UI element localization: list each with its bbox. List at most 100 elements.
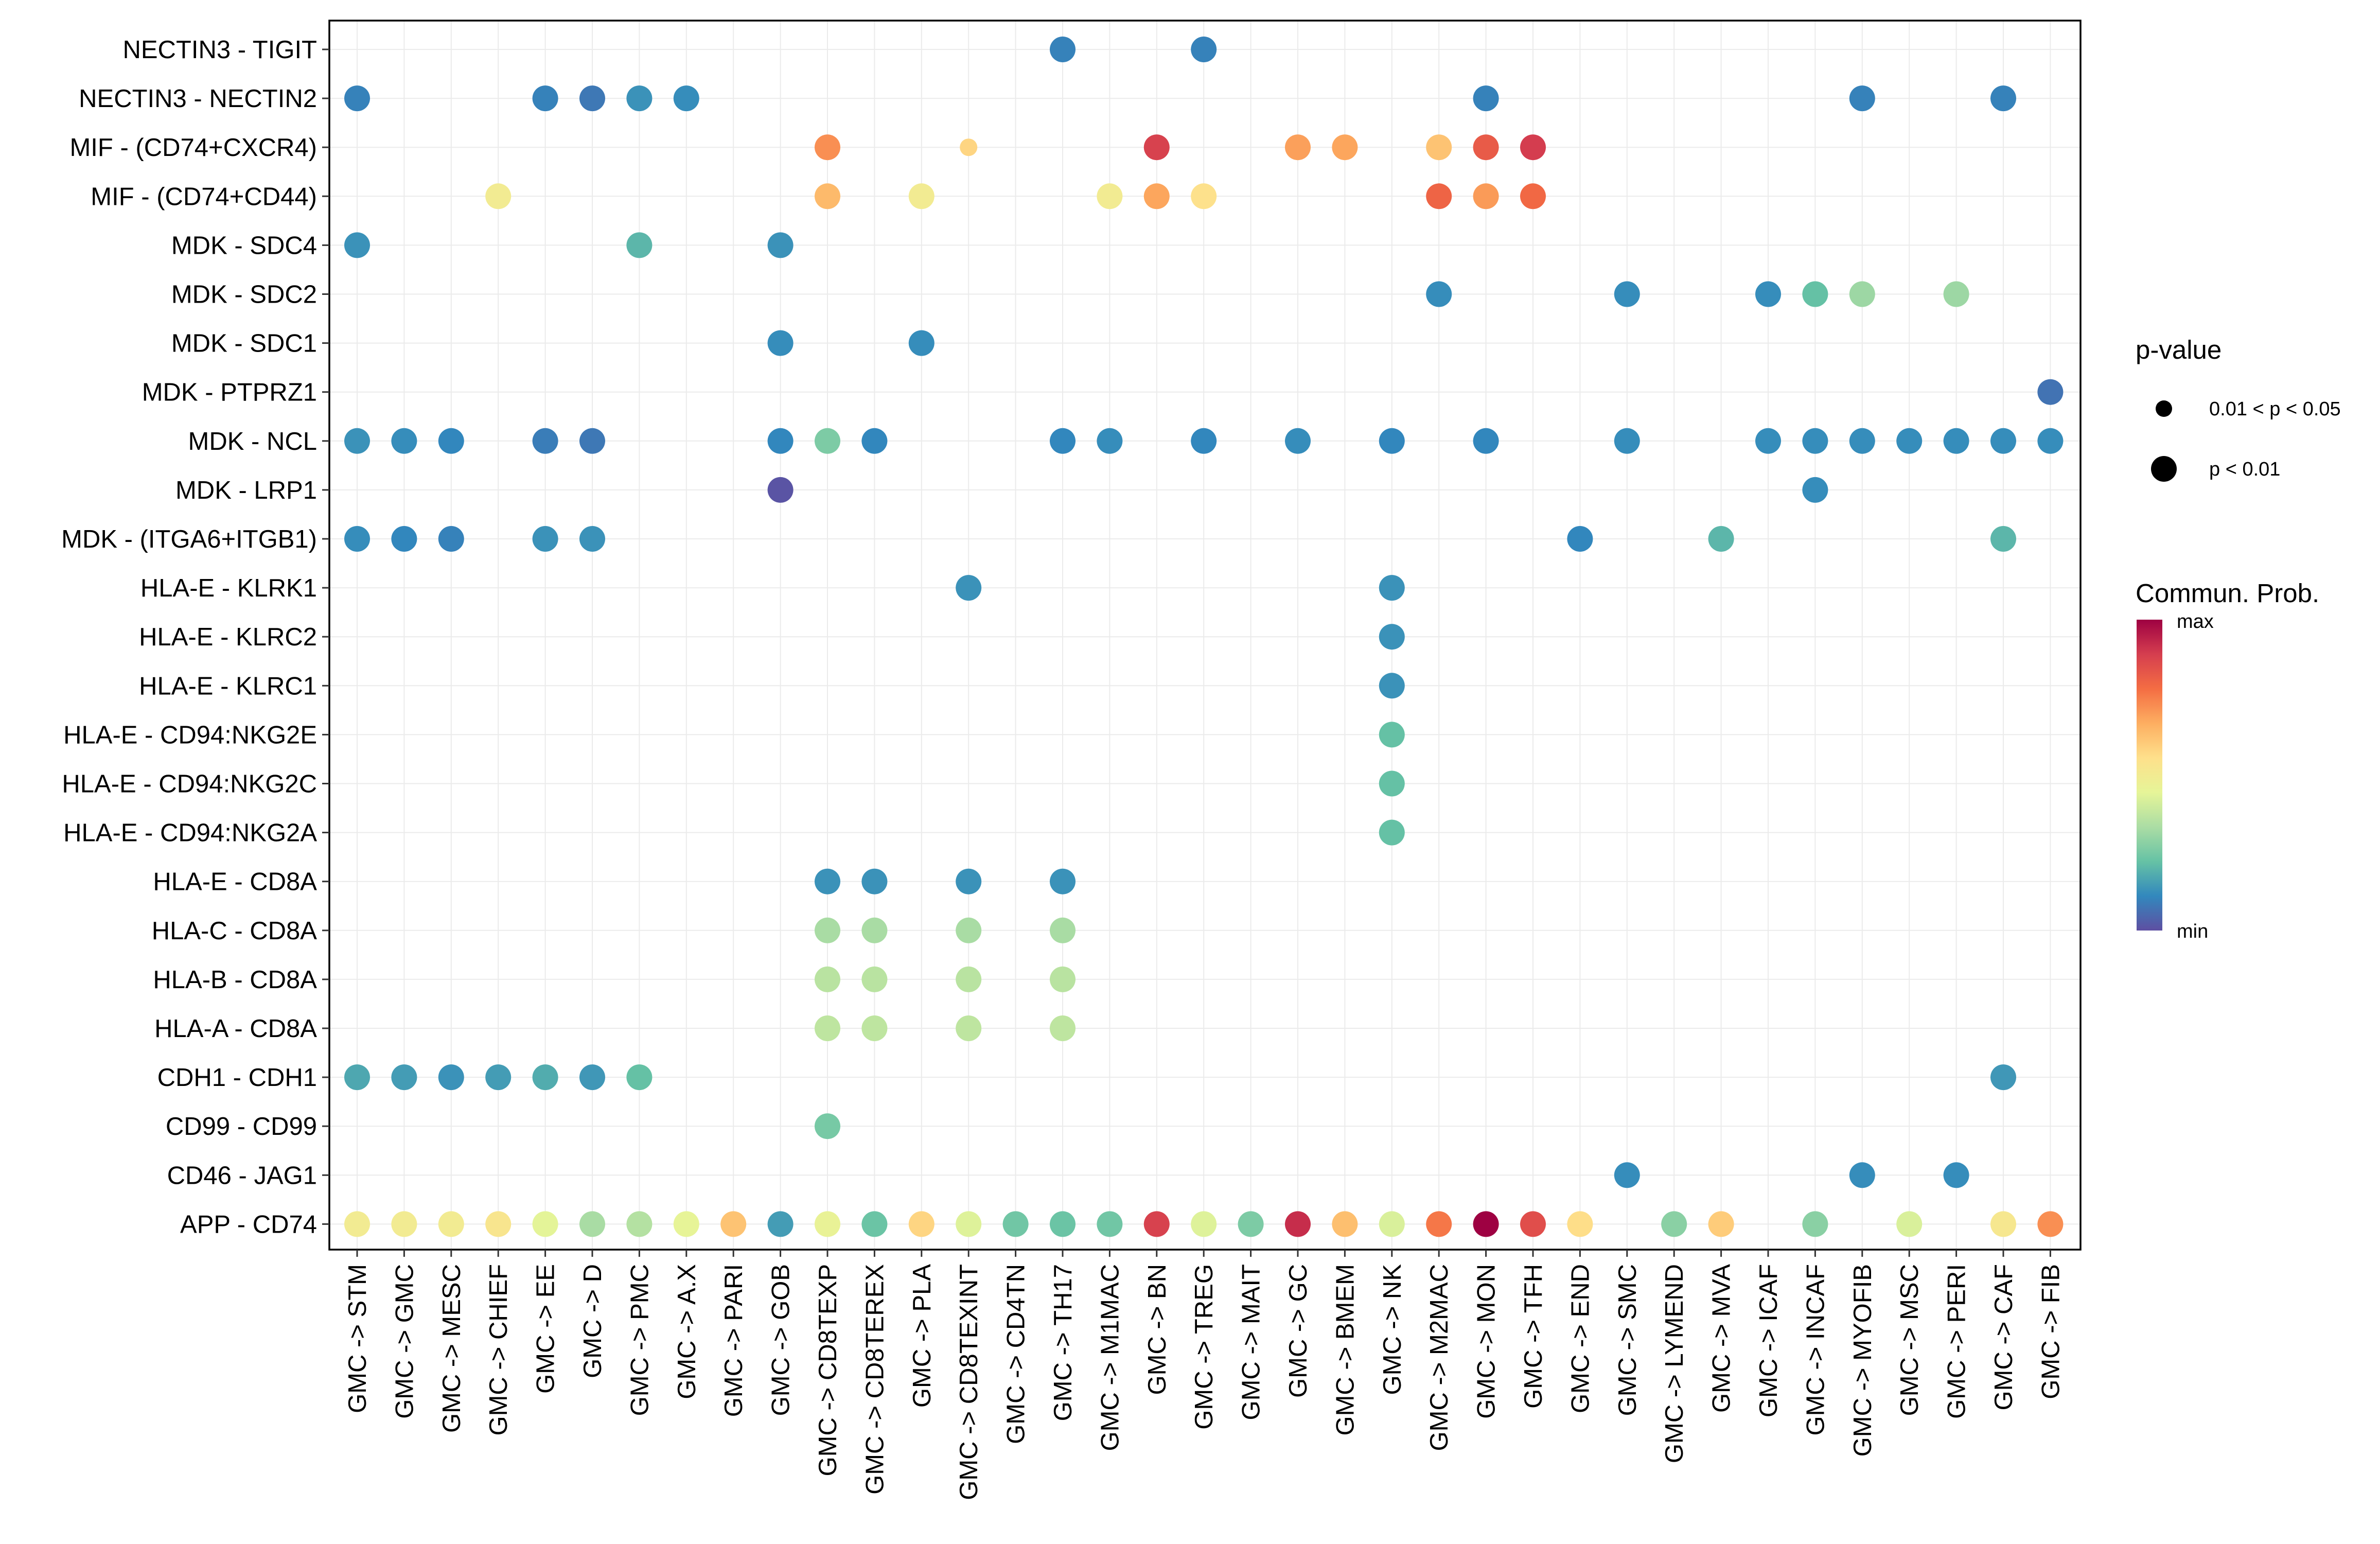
y-tick-label: HLA-E - CD94:NKG2E [63,721,317,749]
data-point [1097,183,1123,209]
x-tick-label: GMC -> SMC [1614,1264,1642,1416]
data-point [1050,868,1076,894]
data-point [1050,428,1076,454]
data-point [767,232,794,258]
grid-lines [329,21,2081,1250]
x-tick-label: GMC -> MON [1473,1264,1501,1419]
data-point [767,1211,794,1237]
data-point [1191,183,1217,209]
p-value-legend-large-label: p < 0.01 [2209,459,2280,480]
data-point [2037,428,2064,454]
data-point [720,1211,747,1237]
data-point [2037,1211,2064,1237]
data-point [485,1064,512,1091]
y-tick-label: MIF - (CD74+CXCR4) [69,134,317,162]
y-tick-label: HLA-E - CD94:NKG2C [62,770,317,798]
plot-panel-border [328,20,2082,1251]
data-point [1990,428,2016,454]
x-tick-label: GMC -> PLA [908,1264,936,1408]
data-point [1426,281,1452,307]
y-tick-label: HLA-E - KLRK1 [140,574,317,602]
data-point [1614,281,1640,307]
data-point [673,1211,699,1237]
x-tick-label: GMC -> MSC [1896,1264,1924,1416]
data-point [391,428,417,454]
y-tick-label: CD46 - JAG1 [167,1162,317,1189]
y-tick-label: HLA-E - KLRC1 [139,672,317,700]
data-point [1002,1211,1029,1237]
x-tick-label: GMC -> FIB [2037,1264,2065,1399]
data-point [344,85,370,112]
data-point [767,477,794,503]
data-point [815,183,840,209]
x-tick-label: GMC -> CD8TEREX [861,1264,889,1495]
data-point [1943,428,1969,454]
data-point [1379,770,1405,797]
data-point [861,1015,888,1041]
data-point [908,1211,935,1237]
y-tick-label: MDK - SDC2 [171,281,317,309]
x-tick-label: GMC -> M2MAC [1425,1264,1453,1451]
data-point [908,330,935,356]
data-point [626,232,653,258]
y-tick-label: HLA-B - CD8A [153,966,317,994]
y-tick-label: HLA-E - CD94:NKG2A [63,819,317,847]
x-tick-label: GMC -> MESC [438,1264,466,1433]
data-point [1379,1211,1405,1237]
y-tick-label: NECTIN3 - TIGIT [122,36,317,64]
x-axis-labels: GMC -> STM GMC -> GMC GMC -> MESC GMC -> CH… [344,1264,2065,1500]
data-point [1520,134,1546,161]
data-point [1614,1162,1640,1188]
x-tick-label: GMC -> PERI [1943,1264,1971,1419]
data-point [1379,819,1405,846]
data-point [1050,917,1076,943]
x-tick-label: GMC -> CD8TEXP [814,1264,842,1476]
data-point [1379,575,1405,601]
data-point [438,526,464,552]
x-tick-label: GMC -> TREG [1190,1264,1218,1430]
data-point [1050,37,1076,62]
data-point [1426,134,1452,161]
x-tick-label: GMC -> PARI [720,1264,748,1417]
data-point [1802,477,1828,503]
commun-prob-legend: Commun. Prob. max min [2136,578,2319,942]
data-point [532,1064,558,1091]
x-tick-label: GMC -> GC [1284,1264,1312,1398]
data-point [344,526,370,552]
data-point [1191,1211,1217,1237]
data-point [1943,281,1969,307]
x-tick-label: GMC -> CHIEF [485,1264,513,1435]
y-tick-label: HLA-E - CD8A [153,868,317,896]
data-point [2037,379,2064,405]
data-point [1379,624,1405,650]
data-point [1896,1211,1923,1237]
data-point [956,1211,982,1237]
y-tick-label: CD99 - CD99 [166,1113,317,1141]
data-point [815,1113,840,1139]
data-point [861,966,888,992]
data-point [815,1015,840,1041]
x-tick-label: GMC -> A.X [673,1264,701,1399]
data-point [579,85,605,112]
y-tick-label: CDH1 - CDH1 [157,1064,317,1092]
data-point [1990,85,2016,112]
data-point [1097,1211,1123,1237]
data-point [861,428,888,454]
data-point [767,428,794,454]
color-bar-min-label: min [2177,921,2208,942]
data-point [485,183,512,209]
data-point [1708,526,1734,552]
x-tick-label: GMC -> INCAF [1802,1264,1829,1435]
data-point [391,1211,417,1237]
x-tick-label: GMC -> MAIT [1238,1264,1265,1420]
y-tick-label: MDK - PTPRZ1 [142,379,317,407]
data-point [1849,281,1875,307]
data-point [344,232,370,258]
data-point [1379,673,1405,699]
data-point [438,1064,464,1091]
data-point [1708,1211,1734,1237]
data-point [815,868,840,894]
y-tick-label: APP - CD74 [180,1210,317,1238]
data-point [815,917,840,943]
